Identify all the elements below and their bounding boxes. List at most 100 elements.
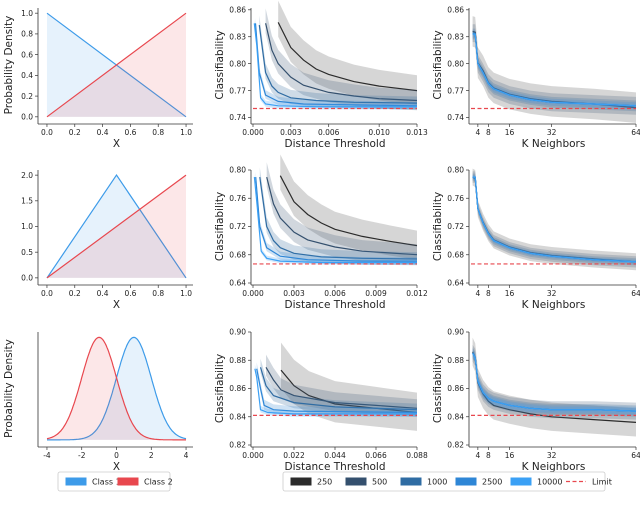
x-tick-label: 0.2: [69, 128, 81, 137]
x-tick-label: 4: [475, 451, 480, 460]
legend-swatch: [65, 477, 87, 486]
y-tick-label: 0.82: [447, 441, 464, 450]
ci-band-250: [472, 337, 636, 437]
x-axis-label: Distance Threshold: [285, 138, 386, 150]
y-tick-label: 0.86: [447, 5, 464, 14]
x-tick-label: 8: [486, 289, 491, 298]
y-tick-label: 0.90: [229, 328, 246, 337]
ci-band-500: [266, 162, 417, 265]
subplot-r2c3: 4 8 16 32 64 0.64 0.68 0.72 0.76 0.80 K Neighbors C…: [432, 166, 640, 311]
y-tick-label: 0.74: [229, 113, 246, 122]
y-tick-label: 0.5: [21, 248, 33, 257]
x-tick-label: 0.006: [318, 128, 340, 137]
series-line-1000: [258, 25, 418, 104]
subplot-r1c1: 0.0 0.2 0.4 0.6 0.8 1.0 0.0 0.2 0.4 0.6 0.8 1.0 X Pro…: [3, 8, 193, 150]
y-tick-label: 0.86: [447, 384, 464, 393]
y-tick-label: 0.80: [447, 166, 464, 175]
y-axis-label: Classifiability: [214, 30, 226, 99]
subplot-r1c3: 4 8 16 32 64 0.74 0.77 0.80 0.83 0.86 K Neighbors C…: [432, 5, 640, 150]
ci-band-2500: [472, 348, 636, 416]
y-tick-label: 0.86: [229, 384, 246, 393]
x-tick-label: 0.013: [406, 128, 428, 137]
legend-swatch: [400, 477, 422, 486]
x-tick-label: 8: [486, 451, 491, 460]
x-axis-label: Distance Threshold: [285, 299, 386, 311]
ci-band-10000: [254, 364, 417, 417]
y-tick-label: 0.88: [229, 356, 246, 365]
series-line-10000: [253, 177, 417, 264]
ci-band-2500: [255, 17, 417, 110]
y-axis-label: Probability Density: [3, 339, 15, 438]
ci-band-1000: [472, 347, 636, 417]
series-line-250: [279, 175, 418, 247]
legend-samples: 250 500 1000 2500 10000 Limit: [282, 471, 612, 492]
y-tick-label: 2.0: [21, 171, 33, 180]
ci-band-250: [472, 168, 636, 271]
series-line-1000: [259, 367, 418, 411]
y-tick-label: 0.77: [447, 86, 464, 95]
y-tick-label: 0.0: [21, 274, 33, 283]
ci-band-500: [266, 354, 417, 417]
ci-band-500: [472, 24, 636, 115]
x-axis-label: X: [113, 138, 120, 150]
y-tick-label: 1.0: [21, 9, 33, 18]
x-tick-label: 64: [631, 128, 640, 137]
y-axis-label: Classifiability: [214, 192, 226, 261]
x-tick-label: 2: [149, 451, 154, 460]
y-tick-label: 0.64: [229, 279, 246, 288]
ci-band-1000: [259, 167, 417, 266]
x-tick-label: 0.022: [283, 451, 305, 460]
x-tick-label: 8: [486, 128, 491, 137]
y-axis-label: Probability Density: [3, 16, 15, 115]
y-tick-label: 0.80: [447, 59, 464, 68]
x-tick-label: 0.4: [97, 289, 109, 298]
subplot-r1c2: 0.000 0.003 0.006 0.010 0.013 0.74 0.77 0.80 0.8…: [214, 0, 428, 150]
x-tick-label: 0.088: [406, 451, 428, 460]
legend-swatch: [117, 477, 139, 486]
x-tick-label: 0.000: [242, 128, 264, 137]
y-tick-label: 0.76: [447, 194, 464, 203]
subplot-r3c1: -4 -2 0 2 4 X Probability Density: [3, 332, 193, 473]
legend-label: 2500: [482, 478, 502, 487]
y-tick-label: 0.64: [447, 279, 464, 288]
x-tick-label: 0.000: [242, 289, 264, 298]
x-tick-label: 0.2: [69, 289, 81, 298]
y-axis-label: Classifiability: [432, 192, 444, 261]
y-tick-label: 0.2: [21, 92, 33, 101]
series-line-10000: [472, 176, 637, 263]
x-tick-label: 0: [114, 451, 119, 460]
y-tick-label: 0.72: [447, 222, 464, 231]
ci-band-250: [278, 0, 417, 105]
subplot-r2c2: 0.000 0.003 0.006 0.009 0.012 0.64 0.68 0.72 0.7…: [214, 154, 428, 311]
y-tick-label: 0.84: [229, 412, 246, 421]
ci-band-1000: [259, 15, 417, 110]
legend-label: Class 2: [144, 478, 173, 487]
series-line-10000: [253, 23, 417, 108]
subplot-r2c1: 0.0 0.2 0.4 0.6 0.8 1.0 0.0 0.5 1.0 1.5 2.0 X: [21, 170, 193, 311]
x-tick-label: 64: [631, 289, 640, 298]
x-tick-label: 1.0: [180, 289, 192, 298]
x-tick-label: 64: [631, 451, 640, 460]
series-line-2500: [255, 177, 417, 262]
series-line-10000: [472, 352, 637, 412]
x-tick-label: 0.044: [324, 451, 346, 460]
area-class-1: [46, 337, 187, 440]
x-tick-label: 16: [505, 451, 515, 460]
series-line-500: [265, 23, 418, 102]
x-tick-label: 0.6: [124, 128, 136, 137]
legend-label: 1000: [427, 478, 447, 487]
legend-label: Limit: [592, 478, 612, 487]
x-tick-label: 0.8: [152, 128, 164, 137]
y-tick-label: 0.77: [229, 86, 246, 95]
area-class-2: [46, 337, 187, 440]
x-axis-label: K Neighbors: [522, 138, 586, 150]
x-tick-label: 16: [505, 289, 515, 298]
y-tick-label: 0.8: [21, 30, 33, 39]
y-axis-label: Classifiability: [432, 30, 444, 99]
ci-band-500: [472, 171, 636, 268]
x-tick-label: 0.010: [368, 128, 390, 137]
series-line-class-1: [46, 174, 187, 279]
y-tick-label: 0.76: [229, 194, 246, 203]
legend-label: Class 1: [92, 478, 121, 487]
